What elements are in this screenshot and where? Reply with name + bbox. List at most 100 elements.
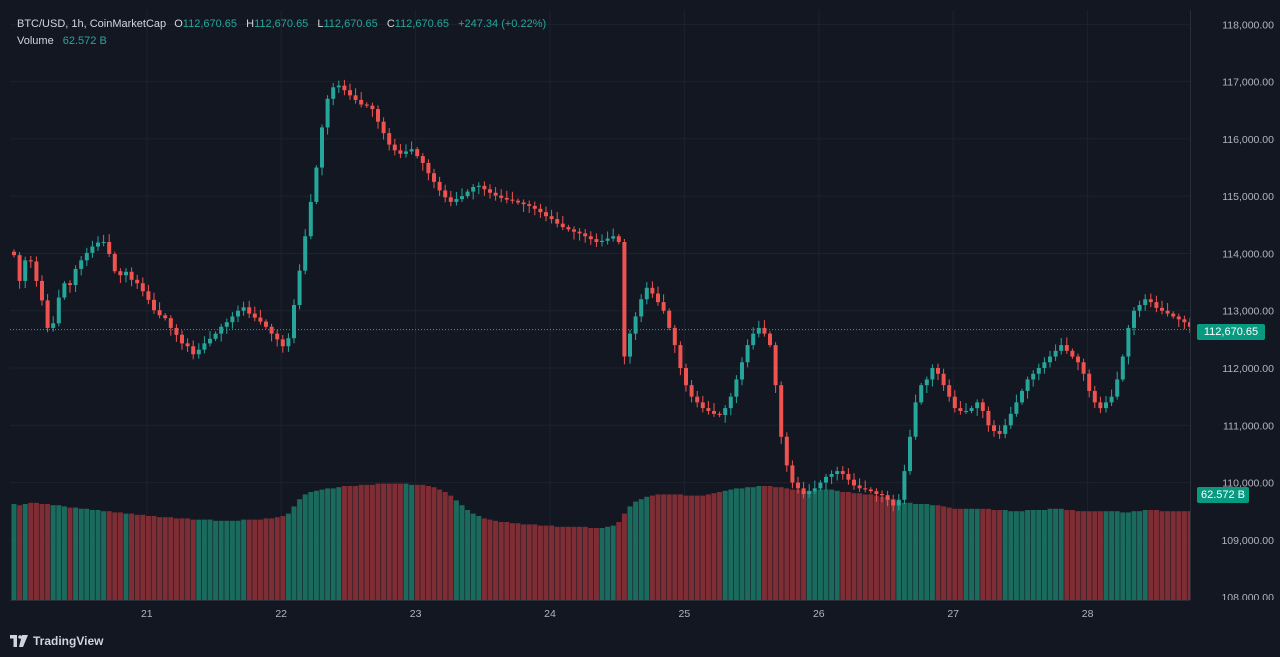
candle[interactable]: [269, 323, 274, 342]
candle[interactable]: [835, 466, 840, 481]
candle[interactable]: [342, 79, 347, 96]
candle[interactable]: [762, 320, 767, 337]
candle[interactable]: [706, 401, 711, 415]
candle[interactable]: [1014, 394, 1019, 417]
candle[interactable]: [594, 233, 599, 248]
candle[interactable]: [902, 464, 907, 505]
candle[interactable]: [678, 341, 683, 376]
candle[interactable]: [471, 184, 476, 200]
candle[interactable]: [1109, 389, 1114, 407]
candle[interactable]: [275, 329, 280, 347]
candle[interactable]: [84, 247, 89, 267]
candle[interactable]: [1115, 371, 1120, 400]
candle[interactable]: [124, 268, 128, 283]
candle[interactable]: [958, 401, 963, 415]
candle[interactable]: [432, 168, 436, 189]
candle[interactable]: [857, 478, 862, 492]
candle[interactable]: [661, 294, 666, 314]
candle[interactable]: [544, 206, 548, 222]
candle[interactable]: [152, 292, 156, 314]
candle[interactable]: [252, 306, 257, 322]
candle[interactable]: [868, 487, 873, 494]
candle[interactable]: [510, 191, 515, 204]
candle[interactable]: [728, 392, 733, 416]
candle[interactable]: [387, 128, 392, 151]
candle[interactable]: [331, 82, 336, 106]
candle[interactable]: [538, 203, 543, 218]
candle[interactable]: [443, 184, 448, 203]
candle[interactable]: [482, 181, 487, 196]
candle[interactable]: [880, 490, 884, 503]
candle[interactable]: [1064, 337, 1069, 354]
candle[interactable]: [885, 490, 890, 507]
candle[interactable]: [465, 189, 470, 199]
candle[interactable]: [527, 200, 532, 214]
candle[interactable]: [129, 267, 134, 287]
candle[interactable]: [409, 141, 414, 155]
candle[interactable]: [420, 153, 425, 171]
candle[interactable]: [1171, 311, 1176, 319]
candle[interactable]: [23, 256, 28, 289]
candle[interactable]: [896, 494, 901, 511]
candle[interactable]: [1165, 302, 1170, 317]
candle[interactable]: [717, 411, 722, 418]
candle[interactable]: [303, 229, 308, 275]
candle[interactable]: [247, 300, 252, 318]
candle[interactable]: [157, 302, 162, 319]
candle[interactable]: [852, 473, 856, 490]
candle[interactable]: [426, 159, 431, 181]
candle[interactable]: [628, 329, 632, 364]
candle[interactable]: [213, 331, 218, 342]
candle[interactable]: [73, 265, 78, 293]
candle[interactable]: [1087, 369, 1092, 398]
candle[interactable]: [325, 95, 330, 135]
candle[interactable]: [454, 191, 459, 206]
candle[interactable]: [790, 460, 795, 489]
candle[interactable]: [751, 327, 756, 350]
candle[interactable]: [807, 484, 812, 498]
candle[interactable]: [1036, 363, 1041, 381]
candle[interactable]: [1098, 396, 1103, 414]
candle[interactable]: [348, 83, 352, 100]
candle[interactable]: [964, 403, 968, 414]
candle[interactable]: [297, 264, 302, 310]
candle[interactable]: [1176, 313, 1181, 328]
candle[interactable]: [616, 233, 621, 245]
candle[interactable]: [611, 228, 616, 242]
candle[interactable]: [90, 240, 95, 258]
candle[interactable]: [924, 376, 929, 393]
candle[interactable]: [947, 379, 952, 402]
candle[interactable]: [79, 255, 84, 276]
candle[interactable]: [600, 234, 604, 247]
candle[interactable]: [740, 357, 744, 386]
candle[interactable]: [241, 301, 246, 316]
candle[interactable]: [986, 406, 991, 432]
symbol-title[interactable]: BTC/USD, 1h, CoinMarketCap: [17, 18, 167, 30]
candle[interactable]: [1143, 294, 1148, 311]
candle[interactable]: [672, 324, 677, 353]
candle[interactable]: [196, 343, 201, 359]
candle[interactable]: [913, 394, 918, 440]
candle[interactable]: [577, 228, 582, 241]
candle[interactable]: [1042, 357, 1047, 374]
candle[interactable]: [45, 294, 50, 333]
candle[interactable]: [174, 324, 179, 342]
candle[interactable]: [1003, 418, 1008, 439]
candle[interactable]: [908, 429, 912, 475]
candle[interactable]: [51, 316, 56, 332]
candle[interactable]: [1154, 295, 1159, 313]
candle[interactable]: [40, 275, 44, 306]
candle[interactable]: [555, 211, 560, 228]
candle[interactable]: [359, 92, 364, 108]
candle[interactable]: [140, 277, 145, 297]
candle[interactable]: [840, 466, 845, 480]
candle[interactable]: [756, 320, 761, 338]
candle[interactable]: [796, 476, 800, 494]
candle[interactable]: [992, 420, 996, 437]
candle[interactable]: [504, 190, 509, 204]
candle[interactable]: [656, 286, 660, 306]
candle[interactable]: [745, 339, 750, 368]
candle[interactable]: [952, 390, 957, 413]
candle[interactable]: [773, 342, 778, 393]
candle[interactable]: [381, 117, 386, 140]
